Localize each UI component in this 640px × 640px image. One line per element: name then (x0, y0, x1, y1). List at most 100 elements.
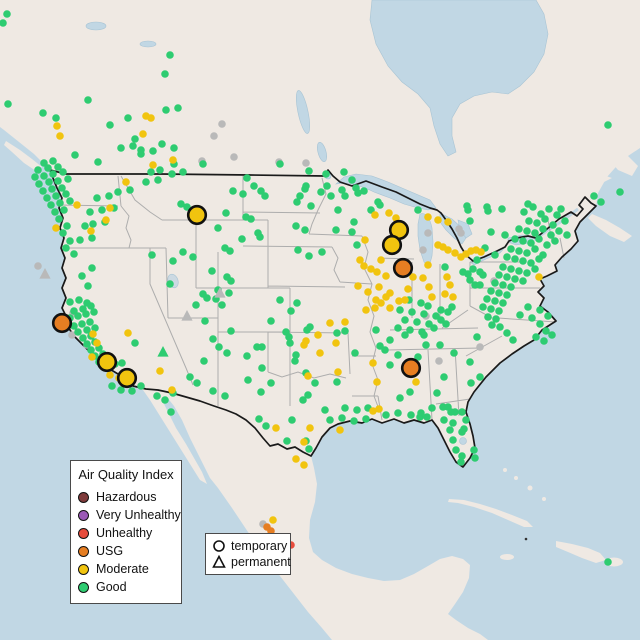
station-marker-good[interactable] (166, 51, 174, 59)
station-marker-moderate[interactable] (409, 273, 417, 281)
station-marker-good[interactable] (90, 308, 98, 316)
station-marker-good[interactable] (470, 446, 478, 454)
station-marker-moderate[interactable] (444, 218, 452, 226)
station-marker-good[interactable] (396, 394, 404, 402)
station-marker-good[interactable] (218, 301, 226, 309)
station-marker-good[interactable] (503, 291, 511, 299)
station-marker-moderate[interactable] (334, 368, 342, 376)
station-marker-good[interactable] (66, 237, 74, 245)
station-marker-good[interactable] (417, 409, 425, 417)
station-marker-good[interactable] (479, 271, 487, 279)
station-marker-good[interactable] (408, 308, 416, 316)
station-marker-good[interactable] (394, 351, 402, 359)
station-marker-good[interactable] (327, 192, 335, 200)
station-marker-good[interactable] (98, 206, 106, 214)
station-marker-good[interactable] (386, 361, 394, 369)
station-marker-good[interactable] (406, 326, 414, 334)
station-marker-moderate[interactable] (377, 256, 385, 264)
station-marker-good[interactable] (168, 170, 176, 178)
temporary-station-marker-usg[interactable] (392, 257, 414, 279)
station-marker-good[interactable] (422, 341, 430, 349)
station-marker-moderate[interactable] (272, 424, 280, 432)
station-marker-good[interactable] (179, 168, 187, 176)
station-marker-good[interactable] (45, 178, 53, 186)
station-marker-good[interactable] (321, 406, 329, 414)
station-marker-good[interactable] (203, 294, 211, 302)
station-marker-moderate[interactable] (386, 304, 394, 312)
station-marker-good[interactable] (348, 228, 356, 236)
station-marker-moderate[interactable] (392, 214, 400, 222)
station-marker-good[interactable] (221, 392, 229, 400)
station-marker-good[interactable] (401, 331, 409, 339)
station-marker-good[interactable] (503, 253, 511, 261)
station-marker-good[interactable] (147, 168, 155, 176)
station-marker-no_data[interactable] (476, 343, 484, 351)
station-marker-good[interactable] (283, 437, 291, 445)
station-marker-good[interactable] (523, 269, 531, 277)
station-marker-good[interactable] (499, 299, 507, 307)
station-marker-no_data[interactable] (455, 225, 463, 233)
station-marker-good[interactable] (376, 342, 384, 350)
station-marker-moderate[interactable] (306, 424, 314, 432)
station-marker-good[interactable] (495, 289, 503, 297)
station-marker-good[interactable] (63, 222, 71, 230)
station-marker-good[interactable] (62, 190, 70, 198)
station-marker-good[interactable] (256, 233, 264, 241)
station-marker-good[interactable] (450, 349, 458, 357)
station-marker-good[interactable] (89, 220, 97, 228)
station-marker-moderate[interactable] (89, 330, 97, 338)
station-marker-good[interactable] (93, 194, 101, 202)
station-marker-good[interactable] (460, 425, 468, 433)
station-marker-good[interactable] (186, 373, 194, 381)
station-marker-good[interactable] (484, 313, 492, 321)
station-marker-good[interactable] (137, 150, 145, 158)
station-marker-good[interactable] (117, 386, 125, 394)
station-marker-moderate[interactable] (424, 261, 432, 269)
station-marker-good[interactable] (511, 255, 519, 263)
station-marker-good[interactable] (317, 188, 325, 196)
station-marker-good[interactable] (616, 188, 624, 196)
station-marker-moderate[interactable] (326, 319, 334, 327)
station-marker-good[interactable] (177, 200, 185, 208)
station-marker-good[interactable] (62, 244, 70, 252)
permanent-station-marker-no_data[interactable] (214, 287, 226, 298)
station-marker-good[interactable] (267, 379, 275, 387)
station-marker-no_data[interactable] (435, 357, 443, 365)
station-marker-moderate[interactable] (314, 331, 322, 339)
station-marker-moderate[interactable] (382, 272, 390, 280)
station-marker-good[interactable] (167, 408, 175, 416)
station-marker-good[interactable] (179, 248, 187, 256)
station-marker-good[interactable] (91, 324, 99, 332)
station-marker-good[interactable] (382, 411, 390, 419)
station-marker-good[interactable] (305, 167, 313, 175)
station-marker-moderate[interactable] (332, 339, 340, 347)
station-marker-good[interactable] (466, 217, 474, 225)
station-marker-good[interactable] (483, 295, 491, 303)
station-marker-good[interactable] (334, 206, 342, 214)
station-marker-moderate[interactable] (336, 426, 344, 434)
station-marker-good[interactable] (81, 222, 89, 230)
station-marker-moderate[interactable] (53, 122, 61, 130)
station-marker-good[interactable] (311, 379, 319, 387)
station-marker-moderate[interactable] (52, 224, 60, 232)
station-marker-good[interactable] (414, 206, 422, 214)
station-marker-moderate[interactable] (93, 339, 101, 347)
station-marker-good[interactable] (535, 235, 543, 243)
station-marker-good[interactable] (458, 408, 466, 416)
station-marker-moderate[interactable] (106, 204, 114, 212)
station-marker-good[interactable] (498, 205, 506, 213)
station-marker-good[interactable] (540, 337, 548, 345)
station-marker-good[interactable] (31, 173, 39, 181)
station-marker-good[interactable] (326, 416, 334, 424)
permanent-station-marker-no_data[interactable] (181, 310, 193, 321)
station-marker-good[interactable] (374, 198, 382, 206)
station-marker-no_data[interactable] (419, 246, 427, 254)
station-marker-moderate[interactable] (316, 349, 324, 357)
station-marker-good[interactable] (507, 265, 515, 273)
station-marker-good[interactable] (243, 352, 251, 360)
station-marker-moderate[interactable] (156, 367, 164, 375)
station-marker-good[interactable] (305, 445, 313, 453)
station-marker-moderate[interactable] (168, 386, 176, 394)
station-marker-good[interactable] (553, 211, 561, 219)
station-marker-good[interactable] (531, 229, 539, 237)
